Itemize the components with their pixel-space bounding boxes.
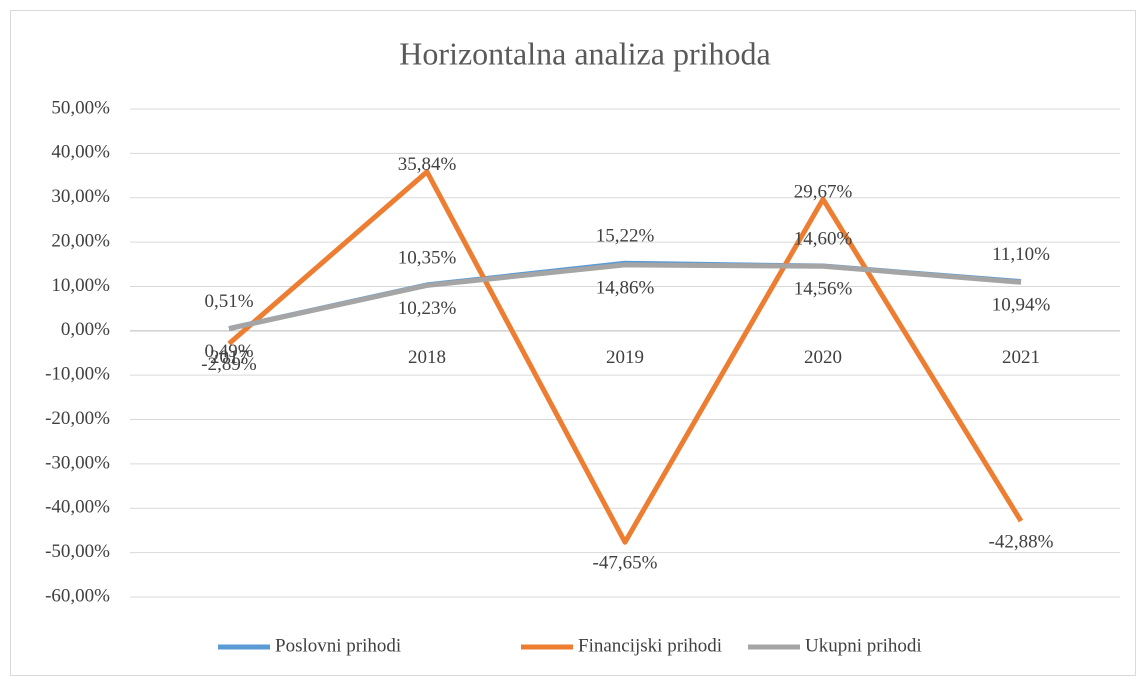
y-tick-label: 0,00% [61,319,110,340]
y-tick-label: 10,00% [51,275,110,296]
x-tick-label: 2021 [1002,347,1040,368]
data-label: 29,67% [794,182,853,203]
y-tick-label: 30,00% [51,186,110,207]
data-label: -42,88% [989,531,1054,552]
data-label: 15,22% [596,226,655,247]
x-tick-label: 2017 [210,347,248,368]
y-tick-label: -10,00% [45,364,110,385]
legend-label: Ukupni prihodi [805,635,922,656]
data-label: 0,49% [204,341,253,362]
data-label: 0,51% [204,291,253,312]
x-tick-label: 2019 [606,347,644,368]
data-label: -2,89% [201,354,257,375]
data-label: 14,86% [596,277,655,298]
chart-border [10,10,1136,676]
chart-title: Horizontalna analiza prihoda [399,35,770,71]
y-tick-label: -50,00% [45,541,110,562]
data-label: 10,94% [992,295,1051,316]
legend-label: Poslovni prihodi [275,635,401,656]
data-label: -47,65% [593,553,658,574]
legend-label: Financijski prihodi [578,635,722,656]
data-label: 10,23% [398,298,457,319]
y-tick-label: -30,00% [45,452,110,473]
y-tick-label: 40,00% [51,142,110,163]
y-tick-label: 20,00% [51,230,110,251]
series-line [228,262,1022,332]
x-tick-label: 2018 [408,347,446,368]
data-label: 35,84% [398,154,457,175]
y-tick-label: -60,00% [45,585,110,606]
y-tick-label: 50,00% [51,97,110,118]
y-tick-label: -20,00% [45,408,110,429]
y-tick-label: -40,00% [45,497,110,518]
series-line [227,169,1024,545]
data-label: 10,35% [398,247,457,268]
x-tick-label: 2020 [804,347,842,368]
data-label: 14,56% [794,279,853,300]
data-label: 14,60% [794,228,853,249]
data-label: 11,10% [992,244,1050,265]
